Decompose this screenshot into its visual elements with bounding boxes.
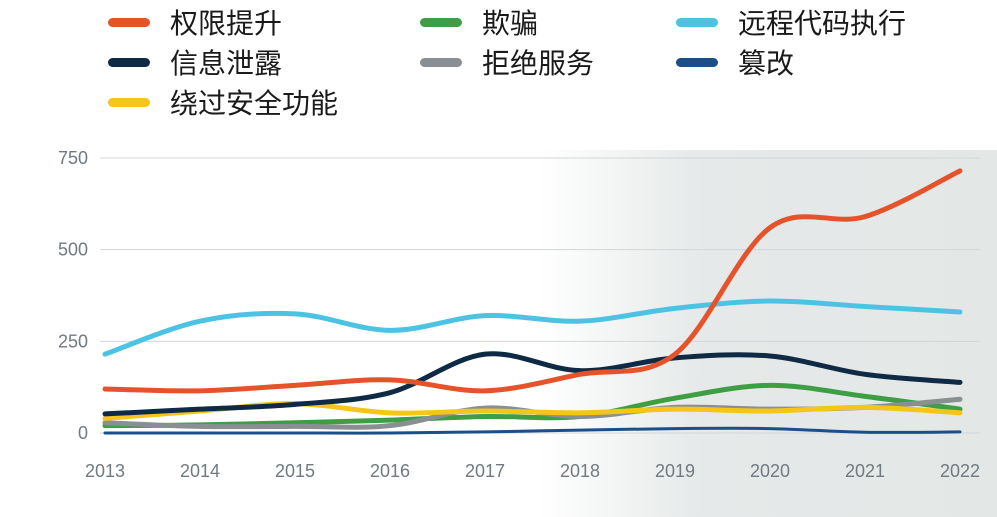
y-axis-ticks: 0 250 500 750 <box>58 148 88 443</box>
x-tick-label: 2021 <box>845 461 885 481</box>
plot-background-shade <box>540 150 997 517</box>
legend-swatch-remote-code-execution <box>676 17 718 27</box>
series-line-6 <box>103 426 962 435</box>
y-tick-label: 0 <box>78 423 88 443</box>
legend-item-remote-code-execution: 远程代码执行 <box>676 4 906 40</box>
x-axis-ticks: 2013 2014 2015 2016 2017 2018 2019 2020 2021 2022 <box>85 461 980 481</box>
y-tick-label: 750 <box>58 148 88 168</box>
legend-swatch-privilege-escalation <box>108 17 150 27</box>
x-tick-label: 2019 <box>655 461 695 481</box>
legend-label-denial-of-service: 拒绝服务 <box>482 47 595 80</box>
y-tick-label: 500 <box>58 240 88 260</box>
series-lines <box>102 168 963 435</box>
x-tick-label: 2022 <box>940 461 980 481</box>
legend-label-security-bypass: 绕过安全功能 <box>170 87 339 120</box>
legend-swatch-info-disclosure <box>108 57 150 67</box>
legend-label-remote-code-execution: 远程代码执行 <box>738 7 907 40</box>
x-tick-label: 2016 <box>370 461 410 481</box>
legend-swatch-tampering <box>676 57 718 67</box>
legend-label-info-disclosure: 信息泄露 <box>170 47 283 80</box>
legend-label-spoofing: 欺骗 <box>482 7 539 40</box>
legend-swatch-denial-of-service <box>420 57 462 67</box>
series-line-5 <box>102 298 963 357</box>
legend-item-spoofing: 欺骗 <box>420 4 538 40</box>
y-tick-label: 250 <box>58 331 88 351</box>
series-line-1 <box>102 351 963 417</box>
x-tick-label: 2015 <box>275 461 315 481</box>
legend: 权限提升 信息泄露 绕过安全功能 欺骗 拒绝服务 远程代码执行 篡改 <box>0 0 997 120</box>
legend-item-denial-of-service: 拒绝服务 <box>420 44 594 80</box>
legend-label-tampering: 篡改 <box>738 47 795 80</box>
legend-item-privilege-escalation: 权限提升 <box>108 4 282 40</box>
x-tick-label: 2013 <box>85 461 125 481</box>
series-line-3 <box>102 382 963 429</box>
legend-swatch-security-bypass <box>108 97 150 107</box>
x-tick-label: 2018 <box>560 461 600 481</box>
x-tick-label: 2017 <box>465 461 505 481</box>
legend-swatch-spoofing <box>420 17 462 27</box>
x-tick-label: 2014 <box>180 461 220 481</box>
legend-item-security-bypass: 绕过安全功能 <box>108 84 338 120</box>
legend-item-tampering: 篡改 <box>676 44 794 80</box>
x-tick-label: 2020 <box>750 461 790 481</box>
legend-item-info-disclosure: 信息泄露 <box>108 44 282 80</box>
legend-label-privilege-escalation: 权限提升 <box>170 7 283 40</box>
series-line-0 <box>102 168 963 394</box>
